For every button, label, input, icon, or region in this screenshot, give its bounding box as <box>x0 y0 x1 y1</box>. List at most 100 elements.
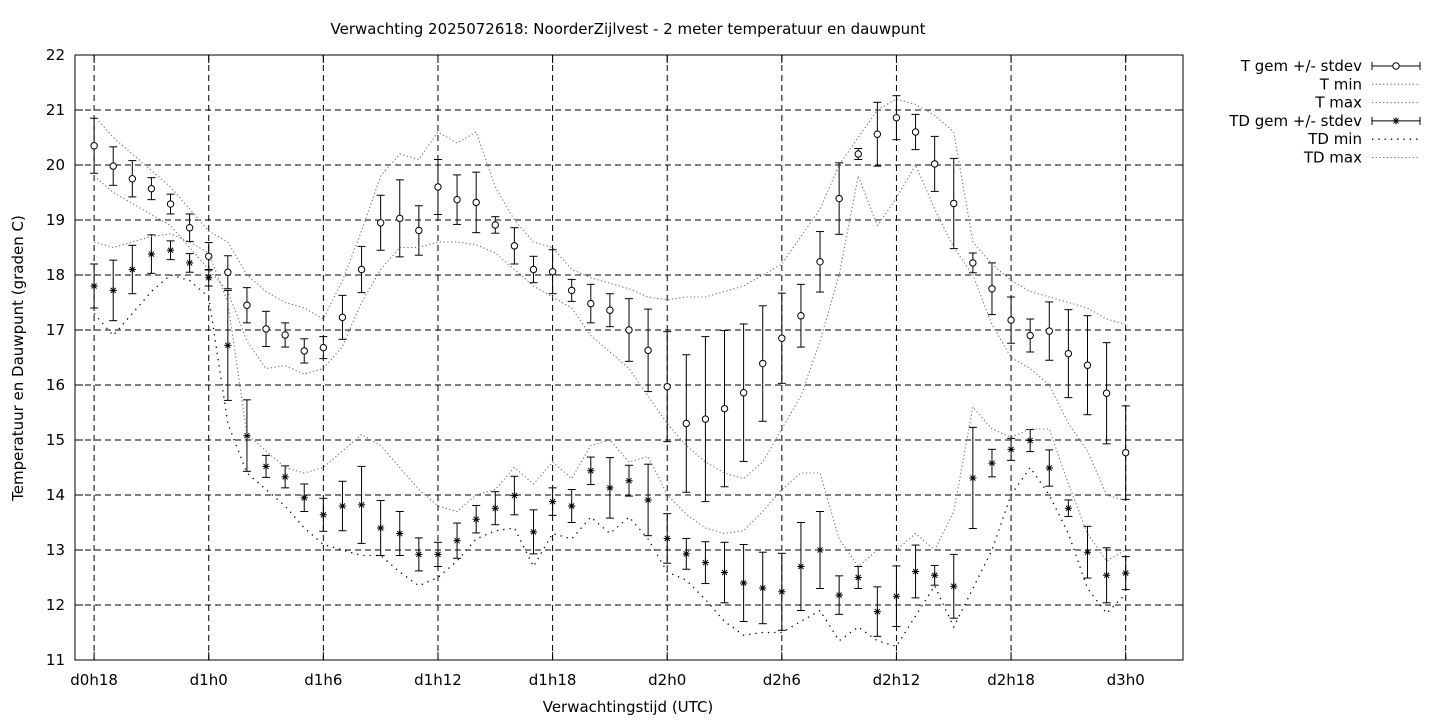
legend-label: TD min <box>1307 130 1362 148</box>
data-point <box>854 150 862 158</box>
y-tick-label: 15 <box>46 431 65 449</box>
data-point <box>205 274 213 282</box>
series-line <box>93 98 1126 326</box>
data-point <box>567 286 576 295</box>
legend-label: T min <box>1319 75 1362 93</box>
data-point <box>396 529 404 538</box>
data-point <box>453 195 461 204</box>
y-tick-label: 13 <box>46 541 65 559</box>
data-point <box>1007 445 1015 453</box>
series-td-min <box>93 274 1127 648</box>
series-line <box>93 274 1127 648</box>
data-point <box>835 591 843 599</box>
data-point <box>950 199 958 208</box>
chart-title: Verwachting 2025072618: NoorderZijlvest … <box>331 20 926 38</box>
data-point <box>1026 331 1034 340</box>
data-point <box>1121 448 1130 457</box>
data-point <box>835 194 843 203</box>
legend-label: T gem +/- stdev <box>1240 57 1362 75</box>
x-tick-label: d2h0 <box>648 671 686 689</box>
data-point <box>166 246 175 254</box>
data-point <box>472 515 480 523</box>
series-layer <box>90 95 1130 648</box>
data-point <box>950 582 958 590</box>
data-point <box>587 467 595 475</box>
data-point <box>969 474 977 482</box>
data-point <box>911 128 920 136</box>
y-tick-label: 17 <box>46 321 65 339</box>
x-tick-label: d1h12 <box>414 671 462 689</box>
y-axis-label: Temperatuur en Dauwpunt (graden C) <box>9 215 27 502</box>
data-point <box>816 546 824 554</box>
data-point <box>1026 436 1034 445</box>
data-point <box>472 198 480 207</box>
data-point <box>319 511 327 519</box>
data-point <box>739 389 748 397</box>
y-tick-label: 19 <box>46 211 65 229</box>
data-point <box>396 214 404 223</box>
data-point <box>185 224 194 232</box>
legend-label: T max <box>1314 94 1362 112</box>
data-point <box>224 341 232 349</box>
data-point <box>1083 548 1092 556</box>
data-point <box>931 571 939 579</box>
data-point <box>663 382 671 391</box>
x-axis-label: Verwachtingstijd (UTC) <box>543 698 714 716</box>
series-line <box>93 233 1126 568</box>
data-point <box>816 258 824 266</box>
data-point <box>625 477 633 485</box>
data-point <box>587 299 595 308</box>
y-tick-label: 20 <box>46 156 65 174</box>
x-tick-label: d1h0 <box>190 671 228 689</box>
data-point <box>109 162 117 170</box>
data-point <box>529 528 538 536</box>
data-point <box>644 496 652 504</box>
data-point <box>415 550 423 558</box>
data-point <box>1083 361 1092 369</box>
data-point <box>701 415 710 423</box>
data-point <box>128 175 137 183</box>
y-tick-label: 16 <box>46 376 65 394</box>
data-point <box>969 259 977 267</box>
data-point <box>644 346 652 355</box>
data-point <box>147 250 156 258</box>
data-point <box>434 183 442 191</box>
data-point <box>300 347 308 355</box>
data-point <box>510 491 518 500</box>
data-point <box>606 306 614 314</box>
data-point <box>892 592 901 600</box>
data-point <box>606 484 614 492</box>
data-point <box>186 259 194 267</box>
series-t-max <box>93 98 1126 326</box>
data-point <box>797 312 805 320</box>
data-point <box>625 326 633 334</box>
data-point <box>759 584 767 592</box>
data-point <box>568 502 576 510</box>
x-tick-label: d1h6 <box>304 671 342 689</box>
data-point <box>1007 316 1015 324</box>
data-point <box>90 142 98 150</box>
data-point <box>224 268 232 276</box>
data-point <box>740 579 748 587</box>
data-point <box>376 219 385 227</box>
data-point <box>243 301 251 309</box>
y-tick-label: 14 <box>46 486 65 504</box>
data-point <box>1045 464 1053 472</box>
data-point <box>128 265 136 274</box>
data-point <box>892 114 901 122</box>
legend-marker <box>1392 117 1400 125</box>
data-point <box>109 286 117 294</box>
data-point <box>1064 349 1073 358</box>
data-point <box>357 265 366 274</box>
series-t-min <box>93 163 1126 502</box>
data-point <box>1102 389 1111 397</box>
data-point <box>911 567 920 576</box>
data-point <box>243 432 251 440</box>
data-point <box>90 282 98 290</box>
data-point <box>281 473 289 481</box>
data-point <box>166 200 175 208</box>
data-point <box>854 573 862 582</box>
data-point <box>682 550 690 558</box>
data-point <box>1045 327 1053 335</box>
